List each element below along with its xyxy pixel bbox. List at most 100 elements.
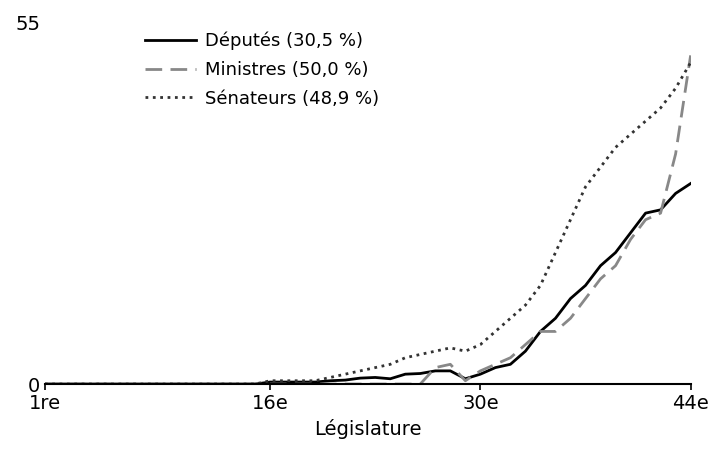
Députés (30,5 %)	[311, 380, 319, 385]
Députés (30,5 %)	[551, 316, 560, 321]
Line: Ministres (50,0 %): Ministres (50,0 %)	[45, 55, 691, 384]
Sénateurs (48,9 %)	[536, 283, 544, 288]
Ministres (50,0 %)	[101, 381, 109, 387]
Sénateurs (48,9 %)	[521, 302, 530, 308]
Députés (30,5 %)	[206, 381, 214, 387]
Ministres (50,0 %)	[401, 381, 410, 387]
Ministres (50,0 %)	[596, 276, 605, 281]
Legend: Députés (30,5 %), Ministres (50,0 %), Sénateurs (48,9 %): Députés (30,5 %), Ministres (50,0 %), Sé…	[138, 25, 386, 115]
Sénateurs (48,9 %)	[581, 184, 590, 190]
Ministres (50,0 %)	[236, 381, 245, 387]
Sénateurs (48,9 %)	[56, 381, 64, 387]
Députés (30,5 %)	[356, 375, 365, 381]
Ministres (50,0 %)	[416, 381, 425, 387]
Députés (30,5 %)	[266, 380, 274, 385]
Ministres (50,0 %)	[656, 210, 665, 216]
Députés (30,5 %)	[431, 368, 439, 374]
Sénateurs (48,9 %)	[70, 381, 79, 387]
Ministres (50,0 %)	[326, 381, 334, 387]
Députés (30,5 %)	[116, 381, 125, 387]
Députés (30,5 %)	[296, 380, 305, 385]
Sénateurs (48,9 %)	[190, 381, 199, 387]
Sénateurs (48,9 %)	[176, 381, 185, 387]
Députés (30,5 %)	[281, 380, 290, 385]
Députés (30,5 %)	[566, 296, 575, 301]
Sénateurs (48,9 %)	[326, 375, 334, 380]
Députés (30,5 %)	[626, 230, 635, 236]
Sénateurs (48,9 %)	[85, 381, 94, 387]
Sénateurs (48,9 %)	[461, 348, 470, 354]
Sénateurs (48,9 %)	[656, 105, 665, 111]
Députés (30,5 %)	[41, 381, 49, 387]
Députés (30,5 %)	[506, 361, 515, 367]
Députés (30,5 %)	[130, 381, 139, 387]
Ministres (50,0 %)	[476, 368, 485, 374]
Sénateurs (48,9 %)	[146, 381, 154, 387]
Députés (30,5 %)	[101, 381, 109, 387]
Sénateurs (48,9 %)	[356, 368, 365, 374]
Députés (30,5 %)	[476, 371, 485, 377]
Sénateurs (48,9 %)	[386, 361, 395, 367]
Ministres (50,0 %)	[161, 381, 169, 387]
Sénateurs (48,9 %)	[41, 381, 49, 387]
Députés (30,5 %)	[251, 381, 259, 387]
Ministres (50,0 %)	[386, 381, 395, 387]
Députés (30,5 %)	[221, 381, 230, 387]
Députés (30,5 %)	[401, 371, 410, 377]
Ministres (50,0 %)	[491, 361, 500, 367]
Sénateurs (48,9 %)	[506, 316, 515, 321]
Sénateurs (48,9 %)	[491, 329, 500, 334]
Ministres (50,0 %)	[446, 361, 455, 367]
Ministres (50,0 %)	[626, 237, 635, 242]
Ministres (50,0 %)	[251, 381, 259, 387]
Ministres (50,0 %)	[581, 296, 590, 301]
Ministres (50,0 %)	[641, 217, 650, 222]
Députés (30,5 %)	[176, 381, 185, 387]
Sénateurs (48,9 %)	[206, 381, 214, 387]
Sénateurs (48,9 %)	[266, 378, 274, 384]
Députés (30,5 %)	[386, 376, 395, 381]
Députés (30,5 %)	[446, 368, 455, 374]
Ministres (50,0 %)	[70, 381, 79, 387]
Ministres (50,0 %)	[281, 381, 290, 387]
Ministres (50,0 %)	[146, 381, 154, 387]
Députés (30,5 %)	[536, 329, 544, 334]
Ministres (50,0 %)	[176, 381, 185, 387]
Ministres (50,0 %)	[551, 329, 560, 334]
Ministres (50,0 %)	[461, 378, 470, 384]
Ministres (50,0 %)	[686, 53, 695, 58]
Ministres (50,0 %)	[356, 381, 365, 387]
Ministres (50,0 %)	[266, 381, 274, 387]
Sénateurs (48,9 %)	[116, 381, 125, 387]
Ministres (50,0 %)	[566, 316, 575, 321]
Députés (30,5 %)	[461, 376, 470, 381]
Line: Députés (30,5 %): Députés (30,5 %)	[45, 183, 691, 384]
Députés (30,5 %)	[416, 371, 425, 376]
Ministres (50,0 %)	[341, 381, 350, 387]
Sénateurs (48,9 %)	[551, 250, 560, 255]
Sénateurs (48,9 %)	[130, 381, 139, 387]
Ministres (50,0 %)	[371, 381, 379, 387]
Ministres (50,0 %)	[221, 381, 230, 387]
Députés (30,5 %)	[491, 365, 500, 370]
Sénateurs (48,9 %)	[161, 381, 169, 387]
Députés (30,5 %)	[611, 250, 620, 255]
Députés (30,5 %)	[521, 348, 530, 354]
Ministres (50,0 %)	[311, 381, 319, 387]
Sénateurs (48,9 %)	[596, 164, 605, 170]
Ministres (50,0 %)	[56, 381, 64, 387]
Sénateurs (48,9 %)	[641, 118, 650, 124]
Députés (30,5 %)	[596, 263, 605, 268]
Ministres (50,0 %)	[611, 263, 620, 268]
Sénateurs (48,9 %)	[101, 381, 109, 387]
X-axis label: Législature: Législature	[314, 419, 421, 439]
Sénateurs (48,9 %)	[611, 145, 620, 150]
Députés (30,5 %)	[581, 283, 590, 288]
Députés (30,5 %)	[326, 378, 334, 384]
Députés (30,5 %)	[146, 381, 154, 387]
Ministres (50,0 %)	[536, 329, 544, 334]
Line: Sénateurs (48,9 %): Sénateurs (48,9 %)	[45, 63, 691, 384]
Députés (30,5 %)	[161, 381, 169, 387]
Députés (30,5 %)	[190, 381, 199, 387]
Sénateurs (48,9 %)	[416, 352, 425, 357]
